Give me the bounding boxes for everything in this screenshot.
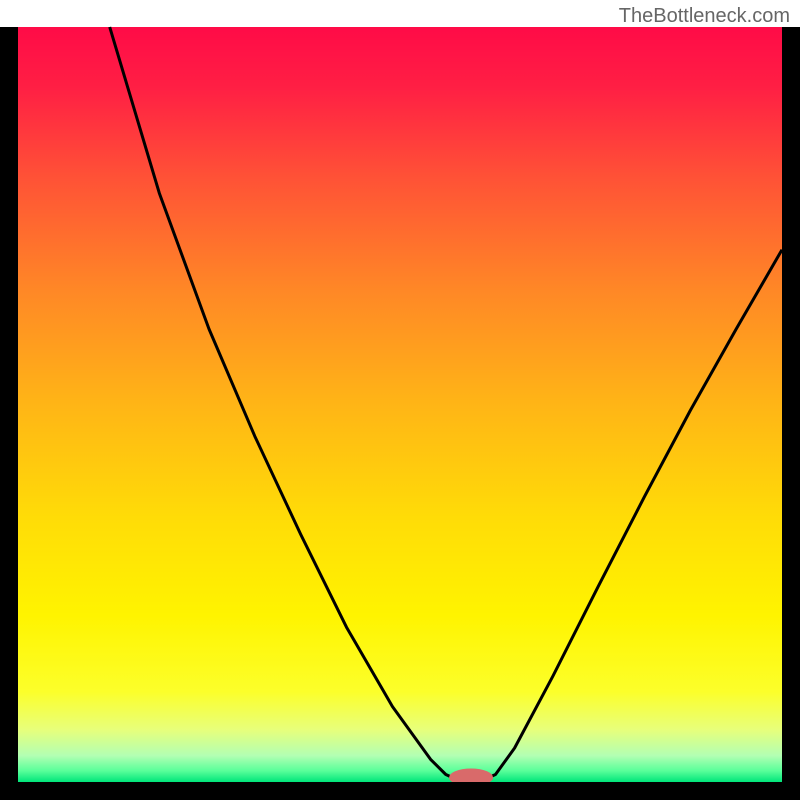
- bottleneck-chart: TheBottleneck.com: [0, 0, 800, 800]
- chart-container: TheBottleneck.com: [0, 0, 800, 800]
- watermark-text: TheBottleneck.com: [619, 5, 790, 27]
- gradient-background: [18, 27, 782, 782]
